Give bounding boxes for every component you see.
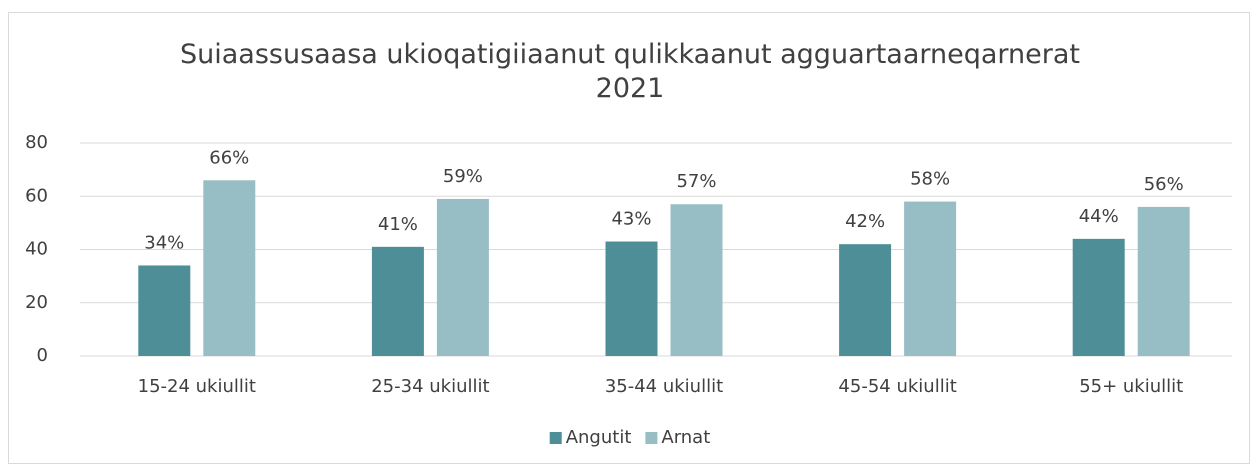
legend-label: Arnat [661, 427, 710, 448]
data-label: 34% [144, 232, 184, 253]
legend-label: Angutit [566, 427, 632, 448]
data-label: 42% [845, 211, 885, 232]
x-tick-label: 15-24 ukiullit [138, 376, 256, 397]
data-label: 41% [378, 214, 418, 235]
data-label: 57% [676, 171, 716, 192]
x-tick-label: 35-44 ukiullit [605, 376, 723, 397]
y-tick-label: 60 [25, 185, 48, 206]
y-tick-label: 20 [25, 292, 48, 313]
legend-swatch [549, 432, 562, 444]
x-tick-label: 55+ ukiullit [1079, 376, 1183, 397]
bar [839, 244, 892, 356]
data-label: 44% [1079, 206, 1119, 227]
bar [1072, 238, 1125, 356]
bar [904, 201, 957, 356]
y-tick-label: 80 [25, 132, 48, 153]
y-tick-label: 40 [25, 239, 48, 260]
x-tick-label: 25-34 ukiullit [371, 376, 489, 397]
legend-swatch [645, 432, 658, 444]
bar [138, 265, 191, 356]
x-tick-label: 45-54 ukiullit [838, 376, 956, 397]
data-label: 43% [611, 209, 651, 230]
bar [1137, 206, 1190, 356]
chart-frame [8, 12, 1250, 464]
bar [436, 198, 489, 356]
data-label: 56% [1144, 174, 1184, 195]
data-label: 59% [443, 166, 483, 187]
data-label: 58% [910, 169, 950, 190]
bar [605, 241, 658, 356]
chart-title: Suiaassusaasa ukioqatigiiaanut qulikkaan… [179, 39, 1081, 104]
y-tick-label: 0 [37, 345, 48, 366]
data-label: 66% [209, 147, 249, 168]
bar [203, 180, 256, 356]
bar [670, 204, 723, 356]
bar [371, 246, 424, 356]
